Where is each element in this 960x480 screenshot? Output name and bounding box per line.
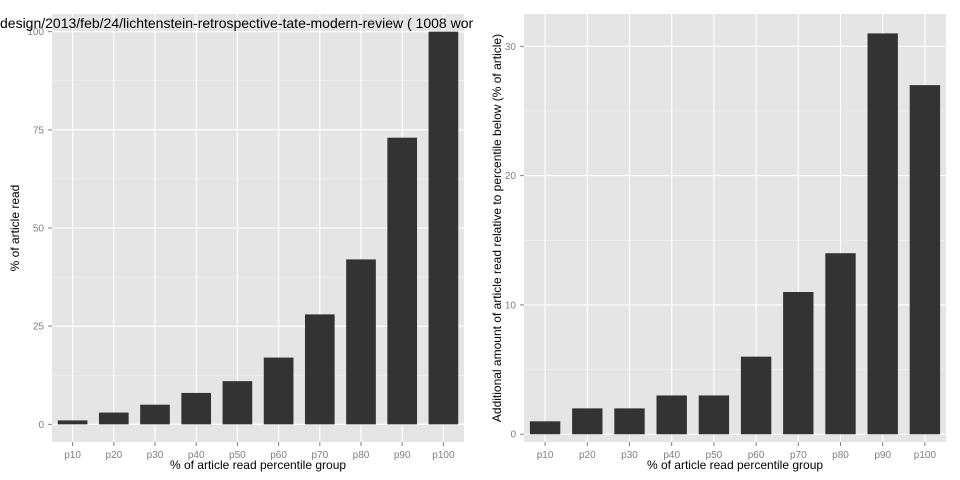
bar-p80 — [346, 259, 376, 425]
y-tick-label: 50 — [33, 224, 45, 235]
x-tick-label: p40 — [188, 450, 205, 461]
bar-p100 — [428, 31, 459, 425]
bar-p80 — [825, 253, 856, 435]
y-tick-label: 100 — [27, 27, 44, 38]
bar-p20 — [98, 412, 129, 425]
y-tick-label: 20 — [505, 171, 517, 182]
bar-p40 — [181, 392, 212, 425]
x-tick-label: p20 — [579, 450, 596, 461]
y-tick-label: 0 — [38, 420, 44, 431]
bar-p50 — [698, 395, 730, 435]
x-tick-label: p40 — [663, 450, 680, 461]
x-tick-label: p30 — [147, 450, 164, 461]
x-tick-label: p70 — [311, 450, 328, 461]
bar-p40 — [656, 395, 687, 435]
y-tick-label: 25 — [33, 322, 45, 333]
bar-p20 — [572, 408, 603, 435]
bar-p30 — [614, 408, 645, 435]
x-axis-title: % of article read percentile group — [170, 458, 346, 472]
bar-p60 — [740, 356, 772, 435]
bar-p50 — [222, 381, 253, 425]
bar-p10 — [529, 421, 561, 435]
y-tick-label: 30 — [505, 42, 517, 53]
x-tick-label: p90 — [394, 450, 411, 461]
bar-p60 — [263, 357, 294, 425]
y-tick-label: 0 — [510, 430, 516, 441]
x-tick-label: p50 — [229, 450, 246, 461]
x-tick-label: p10 — [64, 450, 81, 461]
x-tick-label: p80 — [353, 450, 370, 461]
x-tick-label: p70 — [790, 450, 807, 461]
x-tick-label: p60 — [748, 450, 765, 461]
bar-p100 — [909, 85, 941, 435]
bar-p90 — [867, 33, 898, 435]
bar-p70 — [304, 314, 335, 425]
x-tick-label: p100 — [432, 450, 455, 461]
y-tick-label: 10 — [505, 300, 517, 311]
x-tick-label: p60 — [270, 450, 287, 461]
x-tick-label: p50 — [706, 450, 723, 461]
x-tick-label: p10 — [537, 450, 554, 461]
left-chart: 0 25 50 75 100 p10 p20 p30 p40 p50 p60 p70 p80 p90 p10… — [0, 14, 473, 472]
y-tick-label: 75 — [33, 125, 45, 136]
bar-p90 — [387, 137, 418, 425]
x-tick-label: p80 — [832, 450, 849, 461]
right-chart: 0 10 20 30 p10 p20 p30 p40 p50 p60 p70 p80 p90 p100 % … — [490, 14, 946, 472]
bar-p30 — [140, 404, 170, 425]
x-tick-label: p100 — [914, 450, 937, 461]
x-tick-label: p20 — [105, 450, 122, 461]
bar-p70 — [783, 292, 814, 435]
chart-title: design/2013/feb/24/lichtenstein-retrospe… — [0, 15, 473, 31]
y-axis-title: % of article read — [8, 185, 22, 272]
x-tick-label: p90 — [874, 450, 891, 461]
x-tick-label: p30 — [621, 450, 638, 461]
y-axis-title: Additional amount of article read relati… — [490, 34, 504, 422]
bar-p10 — [57, 420, 88, 425]
x-axis-title: % of article read percentile group — [647, 458, 823, 472]
